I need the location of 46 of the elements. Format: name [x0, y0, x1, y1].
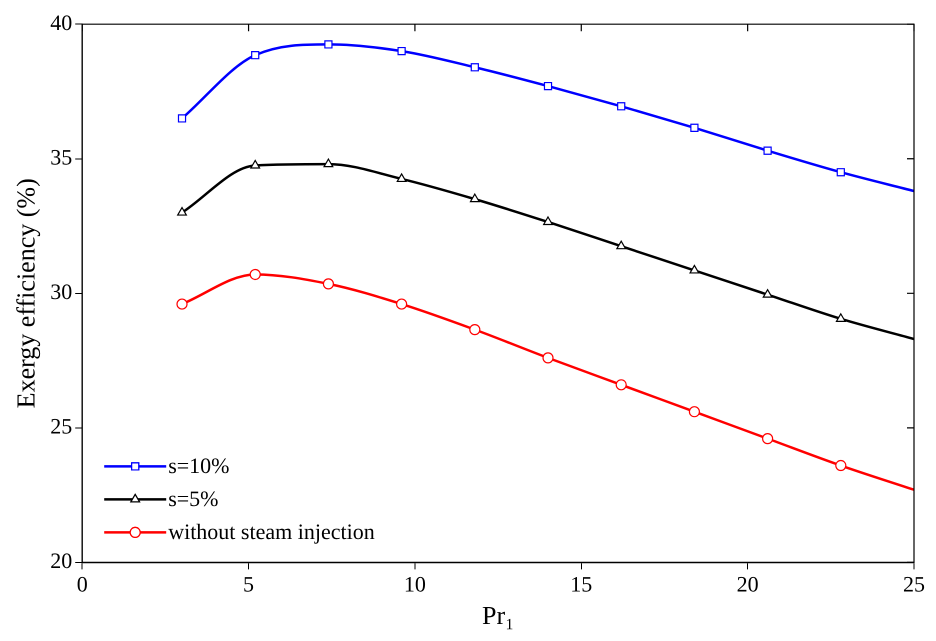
point [616, 240, 626, 250]
y-tick-label: 25 [50, 414, 72, 439]
point [397, 46, 406, 56]
point [176, 298, 188, 310]
legend-label: s=10% [168, 453, 230, 478]
point [542, 352, 554, 364]
y-tick-label: 35 [50, 144, 72, 170]
point [323, 158, 334, 168]
point [250, 160, 260, 169]
x-tick-label: 25 [903, 571, 925, 596]
x-tick-label: 5 [243, 571, 254, 596]
x-tick-label: 10 [404, 571, 426, 596]
point [763, 146, 772, 155]
point [470, 194, 480, 202]
point [396, 298, 408, 310]
point [469, 324, 480, 336]
legend-label: s=5% [168, 486, 218, 512]
point [470, 63, 479, 72]
point [688, 406, 700, 418]
y-tick-label: 40 [50, 10, 72, 35]
point [177, 206, 187, 216]
point [836, 313, 846, 322]
point [836, 168, 845, 176]
point [616, 379, 627, 390]
x-tick-label: 0 [76, 571, 88, 596]
y-tick-label: 20 [50, 548, 72, 574]
point [544, 82, 552, 90]
point [762, 433, 774, 444]
y-axis-title: Exergy efficiency (%) [11, 178, 40, 408]
y-tick-label: 30 [50, 279, 72, 304]
point [762, 289, 773, 298]
point [689, 264, 700, 274]
point [690, 124, 699, 132]
point [324, 40, 333, 49]
point [543, 216, 553, 226]
point [178, 114, 186, 123]
legend-label: without steam injection [168, 519, 375, 544]
point [617, 102, 626, 110]
point [396, 173, 407, 182]
point [835, 460, 846, 472]
point [250, 268, 261, 280]
point [322, 278, 334, 290]
x-tick-label: 15 [570, 571, 592, 596]
x-tick-label: 20 [736, 571, 759, 596]
point [251, 51, 260, 60]
x-axis-title: Pr₁ [482, 601, 514, 630]
